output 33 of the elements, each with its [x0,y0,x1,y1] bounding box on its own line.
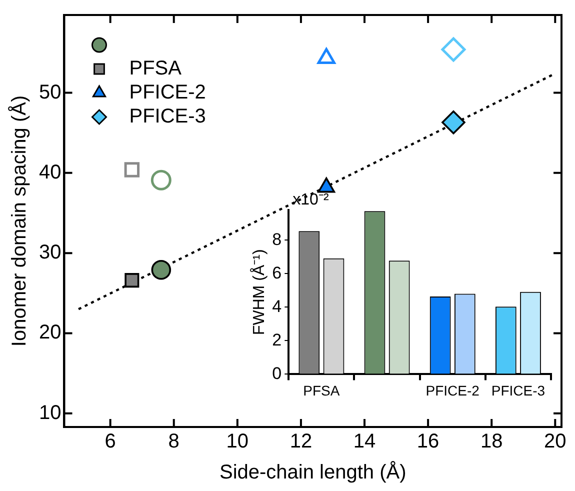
x-tick-label: 10 [226,430,249,453]
x-tick-label: 20 [544,430,566,453]
x-tick-label: PFSA [303,382,340,398]
legend-label: PFICE-3 [129,106,206,128]
x-tick-label: PFICE-3 [491,382,546,398]
x-tick-label: 14 [353,430,376,453]
y-tick-label: 40 [38,161,62,184]
point [124,162,140,178]
point [441,37,466,62]
point [124,273,140,288]
x-tick-label: 6 [104,430,116,453]
point [150,170,172,190]
x-axis-title: Side-chain length (Å) [219,460,406,484]
x-tick-label: 18 [480,430,503,453]
legend-label: PFSA [129,58,182,80]
x-tick-label: PFICE-2 [426,382,480,398]
y-tick-label: 4 [272,296,282,316]
y-tick-label: 30 [38,242,62,264]
point [151,260,172,280]
x-tick-label: 16 [416,430,440,453]
y-tick-label: 50 [38,81,62,104]
y-tick-label: 8 [272,230,282,249]
x-tick-label: 12 [290,430,312,453]
y-tick-label: 2 [272,330,282,350]
y-tick-label: 20 [38,322,62,344]
x-tick-label: 8 [168,430,180,453]
y-tick-label: 10 [38,402,62,424]
point [442,110,466,134]
legend-label: PFICE-2 [129,82,206,104]
y-tick-label: 6 [272,263,282,282]
y-axis-title: FWHM (Å⁻¹) [250,249,268,336]
y-axis-title: Ionomer domain spacing (Å) [8,95,31,347]
y-tick-label: 0 [272,364,282,383]
